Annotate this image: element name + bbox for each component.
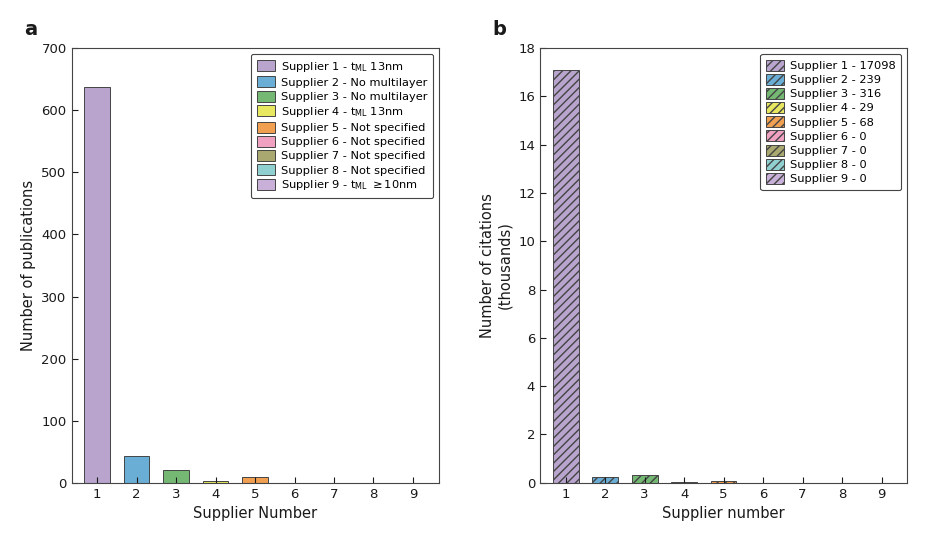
X-axis label: Supplier Number: Supplier Number (193, 506, 317, 521)
Bar (670, 482, 696, 483)
Legend: Supplier 1 - t$_{\mathregular{ML}}$ 13nm, Supplier 2 - No multilayer, Supplier 3: Supplier 1 - t$_{\mathregular{ML}}$ 13nm… (251, 54, 432, 198)
Y-axis label: Number of citations
(thousands): Number of citations (thousands) (480, 193, 512, 338)
Bar (631, 475, 657, 483)
Bar (242, 477, 268, 483)
Y-axis label: Number of publications: Number of publications (20, 180, 36, 351)
Bar (202, 481, 228, 483)
Bar (123, 456, 149, 483)
Bar (710, 481, 736, 483)
Bar (552, 70, 578, 483)
Bar (163, 470, 189, 483)
Text: a: a (24, 21, 37, 40)
X-axis label: Supplier number: Supplier number (662, 506, 784, 521)
Bar (84, 87, 110, 483)
Bar (591, 477, 617, 483)
Legend: Supplier 1 - 17098, Supplier 2 - 239, Supplier 3 - 316, Supplier 4 - 29, Supplie: Supplier 1 - 17098, Supplier 2 - 239, Su… (759, 54, 900, 190)
Text: b: b (492, 21, 506, 40)
